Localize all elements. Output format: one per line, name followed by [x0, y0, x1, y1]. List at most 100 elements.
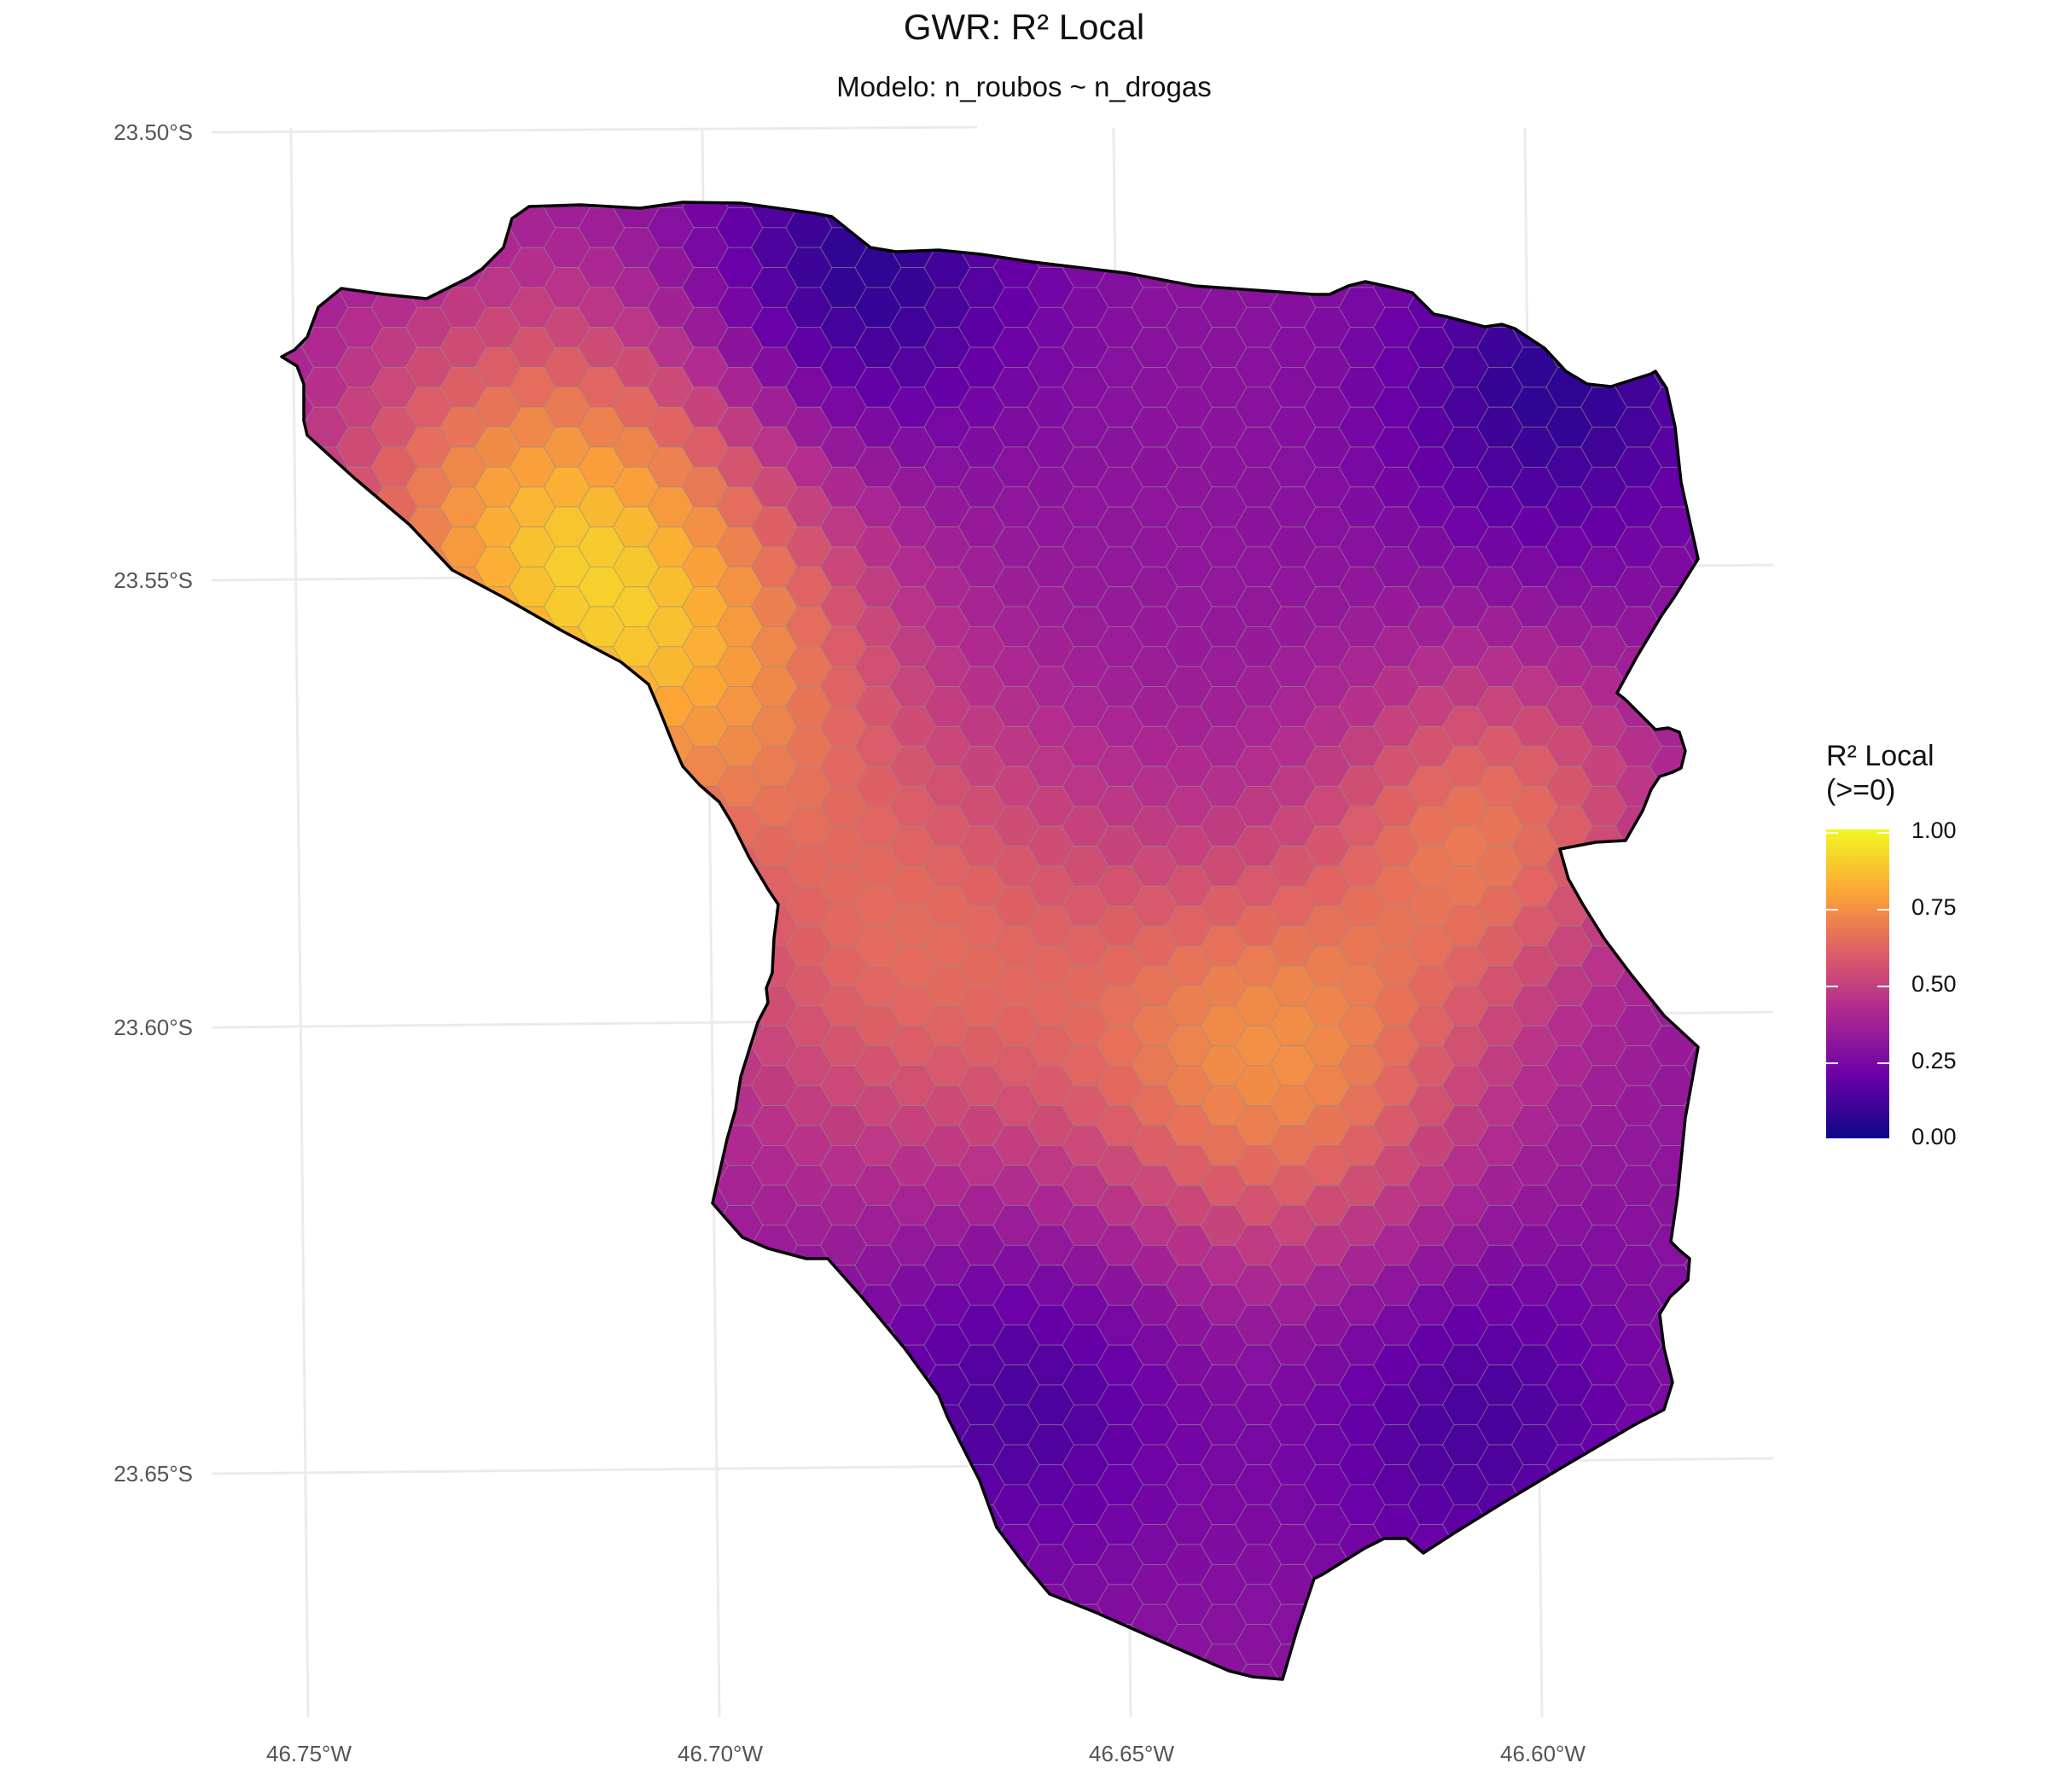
hex-cell: [1649, 306, 1697, 348]
hex-cell: [370, 1603, 418, 1645]
hex-cell: [1476, 1563, 1524, 1605]
hex-cell: [819, 1584, 868, 1626]
hex-cell: [1545, 207, 1593, 248]
hex-cell: [335, 706, 384, 748]
hex-cell: [819, 1464, 868, 1505]
hex-cell: [301, 1165, 349, 1206]
hex-cell: [1303, 202, 1352, 229]
hex-cell: [888, 1504, 937, 1545]
hex-cell: [647, 1404, 695, 1446]
hex-cell: [1615, 247, 1662, 288]
hex-cell: [1441, 227, 1490, 268]
hex-cell: [282, 905, 315, 946]
hex-cell: [404, 227, 453, 268]
hex-cell: [681, 1624, 730, 1665]
hex-cell: [282, 706, 315, 748]
hex-cell: [439, 725, 487, 767]
hex-cell: [233, 1325, 279, 1365]
legend-label-5: 0.00: [1911, 1124, 1957, 1149]
hex-cell: [888, 1384, 937, 1426]
hex-cell: [370, 846, 418, 887]
hex-cell: [1407, 247, 1455, 288]
hex-cell: [301, 1244, 349, 1286]
hex-cell: [233, 1604, 279, 1644]
chart-subtitle: Modelo: n_roubos ~ n_drogas: [836, 71, 1212, 102]
hex-cell: [612, 1344, 660, 1386]
hex-cell: [750, 1663, 799, 1679]
hex-cell: [1580, 202, 1628, 229]
hex-cell: [1441, 267, 1490, 308]
hex-cell: [1684, 846, 1698, 887]
hex-cell: [681, 1663, 730, 1679]
hex-cell: [439, 606, 487, 648]
hex-cell: [404, 1544, 453, 1585]
hex-cell: [1684, 806, 1698, 847]
hex-cell: [439, 646, 487, 688]
hex-cell: [1165, 1663, 1213, 1679]
hex-cell: [1684, 1244, 1698, 1286]
hex-cell: [474, 1624, 522, 1665]
hex-cell: [1372, 1544, 1421, 1585]
hex-cell: [474, 1304, 522, 1346]
hex-cell: [888, 1424, 937, 1465]
hex-cell: [578, 1045, 625, 1086]
hex-cell: [1615, 1484, 1662, 1526]
hex-cell: [1545, 1644, 1593, 1679]
hex-cell: [509, 1404, 556, 1446]
hex-cell: [888, 1624, 937, 1665]
hex-cell: [282, 506, 315, 548]
hex-cell: [404, 985, 453, 1027]
hex-cell: [509, 1644, 556, 1679]
hex-cell: [612, 1544, 660, 1585]
hex-cell: [923, 1524, 971, 1565]
hex-cell: [404, 1225, 453, 1266]
hex-cell: [404, 905, 453, 946]
hex-cell: [370, 1284, 418, 1326]
hex-cell: [1510, 267, 1559, 308]
hex-cell: [612, 905, 660, 946]
hex-cell: [1684, 1205, 1698, 1246]
hex-cell: [233, 766, 279, 806]
hex-cell: [474, 786, 522, 827]
hex-cell: [370, 527, 418, 567]
hex-cell: [1580, 1624, 1628, 1665]
hex-cell: [854, 1563, 902, 1605]
legend-colorbar: [1826, 829, 1889, 1138]
hex-cell: [233, 966, 279, 1006]
hex-cell: [923, 207, 971, 248]
hex-cell: [1615, 1603, 1662, 1645]
hex-cell: [1545, 1563, 1593, 1605]
hex-cell: [370, 765, 418, 807]
hex-cell: [233, 328, 279, 368]
hex-cell: [543, 666, 591, 707]
hex-cell: [370, 646, 418, 688]
legend-title-line-2: (>=0): [1826, 774, 1896, 806]
hex-cell: [1407, 202, 1455, 208]
hex-cell: [647, 1563, 695, 1605]
hex-cell: [543, 1065, 591, 1107]
hex-cell: [647, 846, 695, 887]
hex-cell: [647, 1484, 695, 1526]
y-tick-label-3: 23.60°S: [113, 1015, 193, 1040]
hex-cell: [404, 666, 453, 707]
hex-cell: [750, 1624, 799, 1665]
x-tick-label-4: 46.60°W: [1499, 1741, 1585, 1766]
hex-cell: [578, 1005, 625, 1046]
hex-cell: [301, 1125, 349, 1167]
hex-cell: [716, 1444, 764, 1486]
hex-cell: [233, 1166, 279, 1206]
hex-cell: [439, 1364, 487, 1405]
hex-cell: [301, 606, 349, 648]
hex-cell: [1649, 825, 1697, 867]
hex-cell: [335, 202, 384, 229]
hex-cell: [750, 1424, 799, 1465]
hex-cell: [301, 765, 349, 807]
hex-cell: [1372, 1584, 1421, 1626]
hex-cell: [1234, 227, 1283, 268]
hex-cell: [578, 846, 625, 887]
hex-cell: [1441, 202, 1490, 229]
legend-tick-mark: [1877, 832, 1889, 834]
hex-cell: [888, 1544, 937, 1585]
hex-cell: [1649, 1504, 1697, 1545]
hex-cell: [543, 985, 591, 1027]
